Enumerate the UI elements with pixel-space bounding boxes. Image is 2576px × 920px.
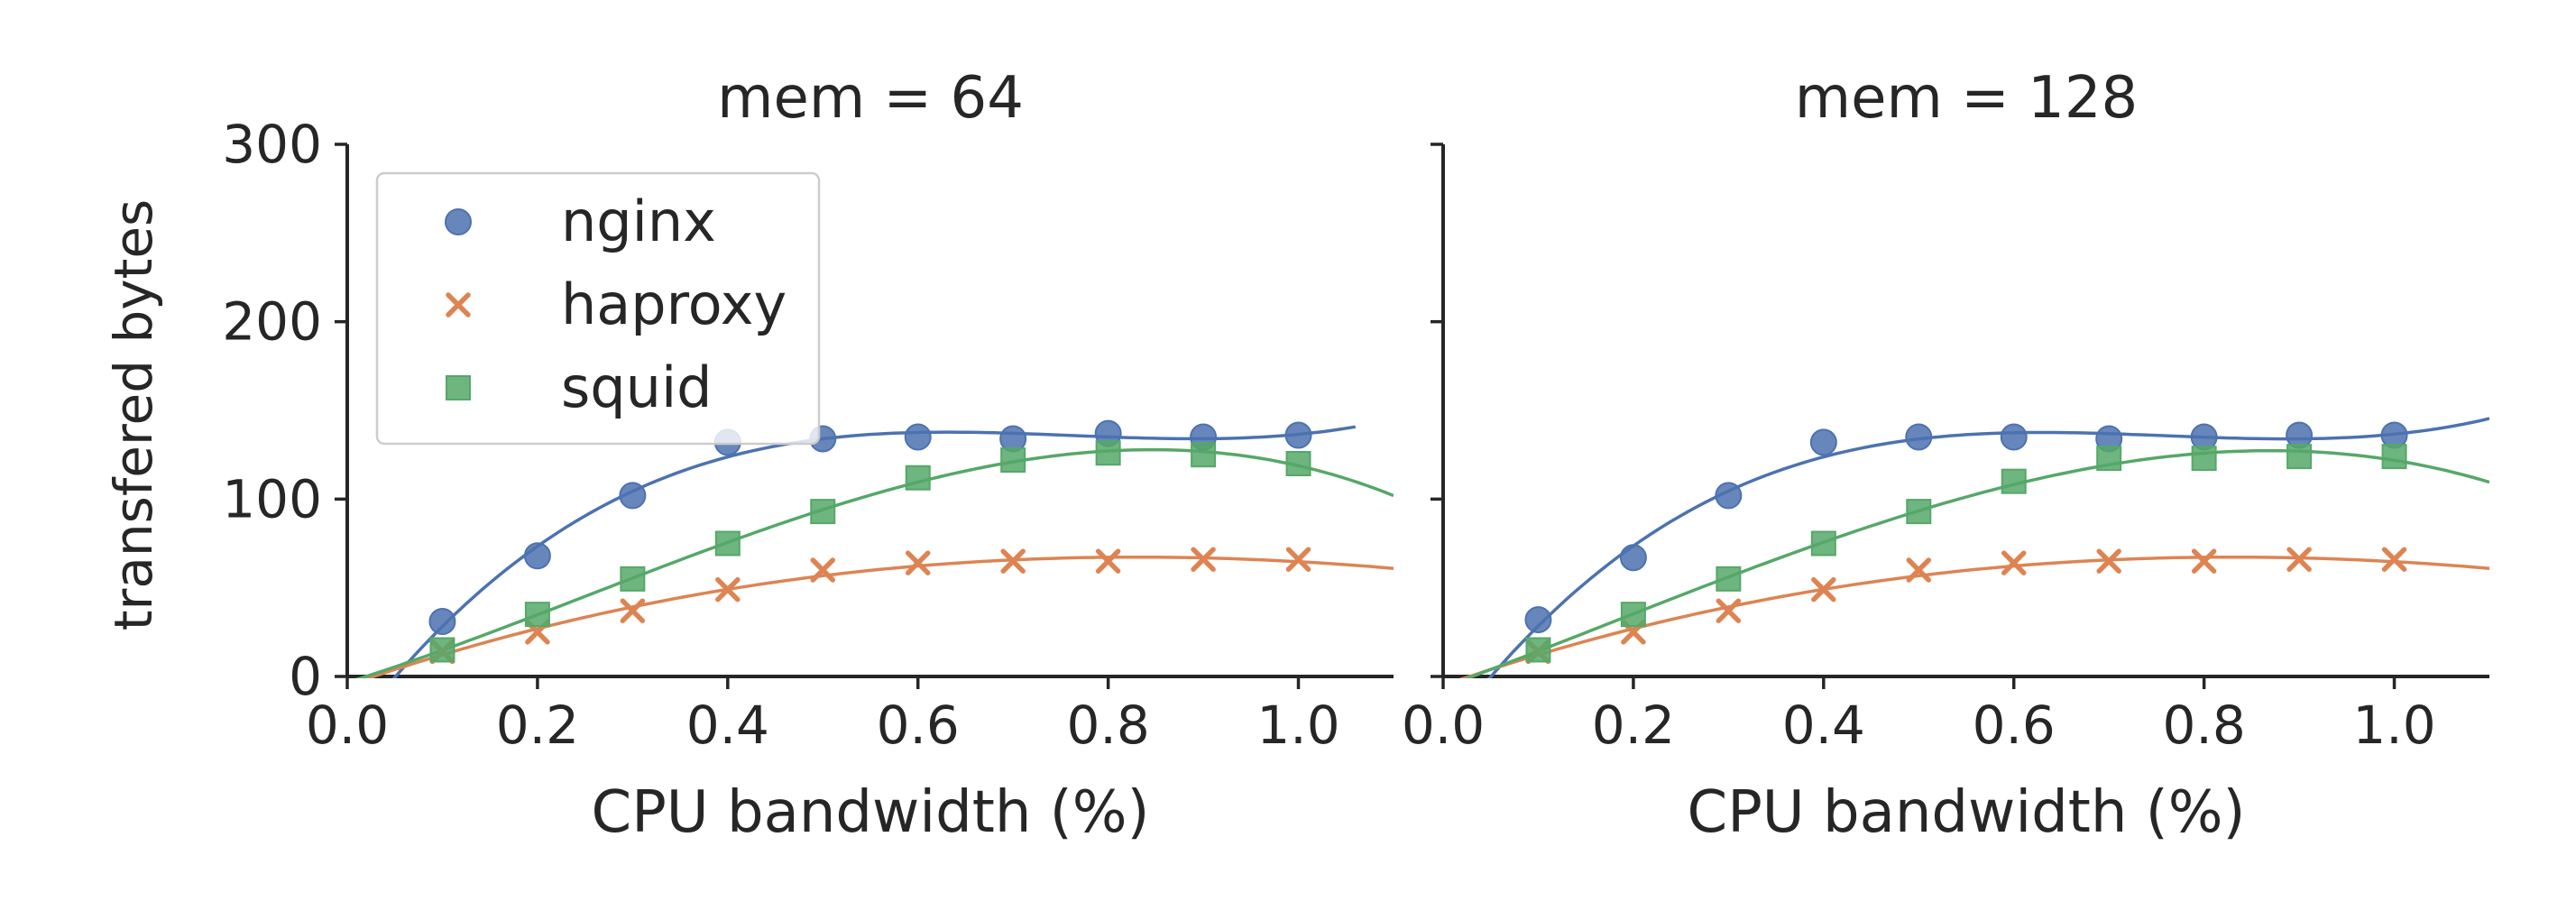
data-point-haproxy [810,557,836,583]
data-point-squid [2001,468,2027,494]
fit-line-haproxy [1458,555,2489,678]
data-point-nginx [1619,544,1647,572]
data-point-nginx [904,423,932,451]
data-point-haproxy [715,576,741,603]
data-point-squid [1000,447,1026,474]
x-tick-label: 0.8 [1067,695,1150,756]
data-point-squid [1716,566,1742,592]
x-axis-label: CPU bandwidth (%) [1688,779,2246,846]
data-point-haproxy [2286,547,2312,572]
y-tick-label: 200 [222,291,322,353]
data-point-haproxy [1716,598,1742,623]
data-point-squid [1525,637,1551,663]
legend-label-squid: squid [561,354,713,420]
data-point-squid [1095,440,1121,466]
x-tick-label: 0.6 [877,695,960,756]
legend-marker-haproxy [446,292,471,317]
data-point-squid [620,566,646,592]
x-tick-label: 0.4 [686,695,769,756]
data-point-haproxy [620,598,646,623]
fit-line-squid [1462,448,2489,678]
data-point-nginx [523,542,551,570]
data-point-haproxy [2381,547,2407,572]
data-point-haproxy [905,550,931,575]
x-tick-label: 0.0 [306,695,389,756]
y-tick-label: 100 [222,468,322,529]
panels: mem = 64 0.0 0.2 0.4 0.6 0.8 1.0 0 100 200 300 CPU … [222,65,2489,846]
x-tick-label: 0.6 [1973,695,2056,756]
panel-title: mem = 64 [717,65,1024,132]
data-point-squid [2096,446,2122,472]
legend-label-haproxy: haproxy [561,271,787,337]
panel-2: mem = 128 0.0 0.2 0.4 0.6 0.8 1.0 CPU bandwidth… [1402,65,2489,846]
legend: nginx haproxy squid [375,171,821,446]
data-point-nginx [428,608,456,636]
data-point-squid [1620,602,1646,628]
x-tick-label: 1.0 [1256,695,1339,756]
data-point-haproxy [1811,576,1836,603]
x-tick-label: 0.2 [1592,695,1675,756]
data-point-squid [1285,451,1311,476]
legend-frame [375,171,821,446]
panel-1: mem = 64 0.0 0.2 0.4 0.6 0.8 1.0 0 100 200 300 CPU … [222,65,1394,846]
legend-marker-squid [446,375,471,400]
data-point-nginx [1715,482,1743,510]
data-point-haproxy [1906,557,1932,583]
legend-marker-nginx [445,208,472,235]
data-point-squid [1906,499,1932,525]
x-tick-label: 1.0 [2352,695,2435,756]
y-tick-label: 300 [222,114,322,175]
data-point-haproxy [2191,548,2217,574]
y-axis-label: transfered bytes [103,199,164,631]
legend-label-nginx: nginx [561,189,716,254]
data-point-squid [429,637,455,663]
data-point-haproxy [2001,550,2027,575]
fit-line-nginx [391,425,1357,678]
data-point-nginx [2000,423,2028,451]
x-tick-label: 0.8 [2163,695,2246,756]
data-point-squid [524,602,550,628]
panel-title: mem = 128 [1795,65,2139,132]
fit-line-haproxy [363,555,1394,678]
data-point-haproxy [1095,548,1121,574]
data-point-nginx [619,482,647,510]
y-tick-label: 0 [289,646,322,707]
data-point-squid [810,499,836,525]
data-point-nginx [1809,428,1837,456]
data-point-squid [1810,530,1836,557]
fit-line-nginx [1487,417,2489,678]
data-point-haproxy [1191,547,1216,572]
data-point-squid [714,530,741,557]
fit-line-squid [354,447,1394,678]
x-tick-label: 0.4 [1782,695,1865,756]
x-tick-label: 0.2 [496,695,579,756]
data-point-squid [1191,442,1217,468]
data-point-squid [2381,444,2407,470]
x-axis-label: CPU bandwidth (%) [592,779,1150,846]
data-point-squid [2191,446,2217,472]
data-point-nginx [1905,423,1933,451]
data-point-haproxy [1285,547,1311,572]
data-point-nginx [1284,421,1312,449]
data-point-nginx [1524,606,1552,634]
data-point-squid [2286,444,2313,470]
x-tick-label: 0.0 [1402,695,1485,756]
data-point-squid [905,465,931,491]
data-point-haproxy [2096,548,2121,574]
data-point-haproxy [1000,548,1026,574]
